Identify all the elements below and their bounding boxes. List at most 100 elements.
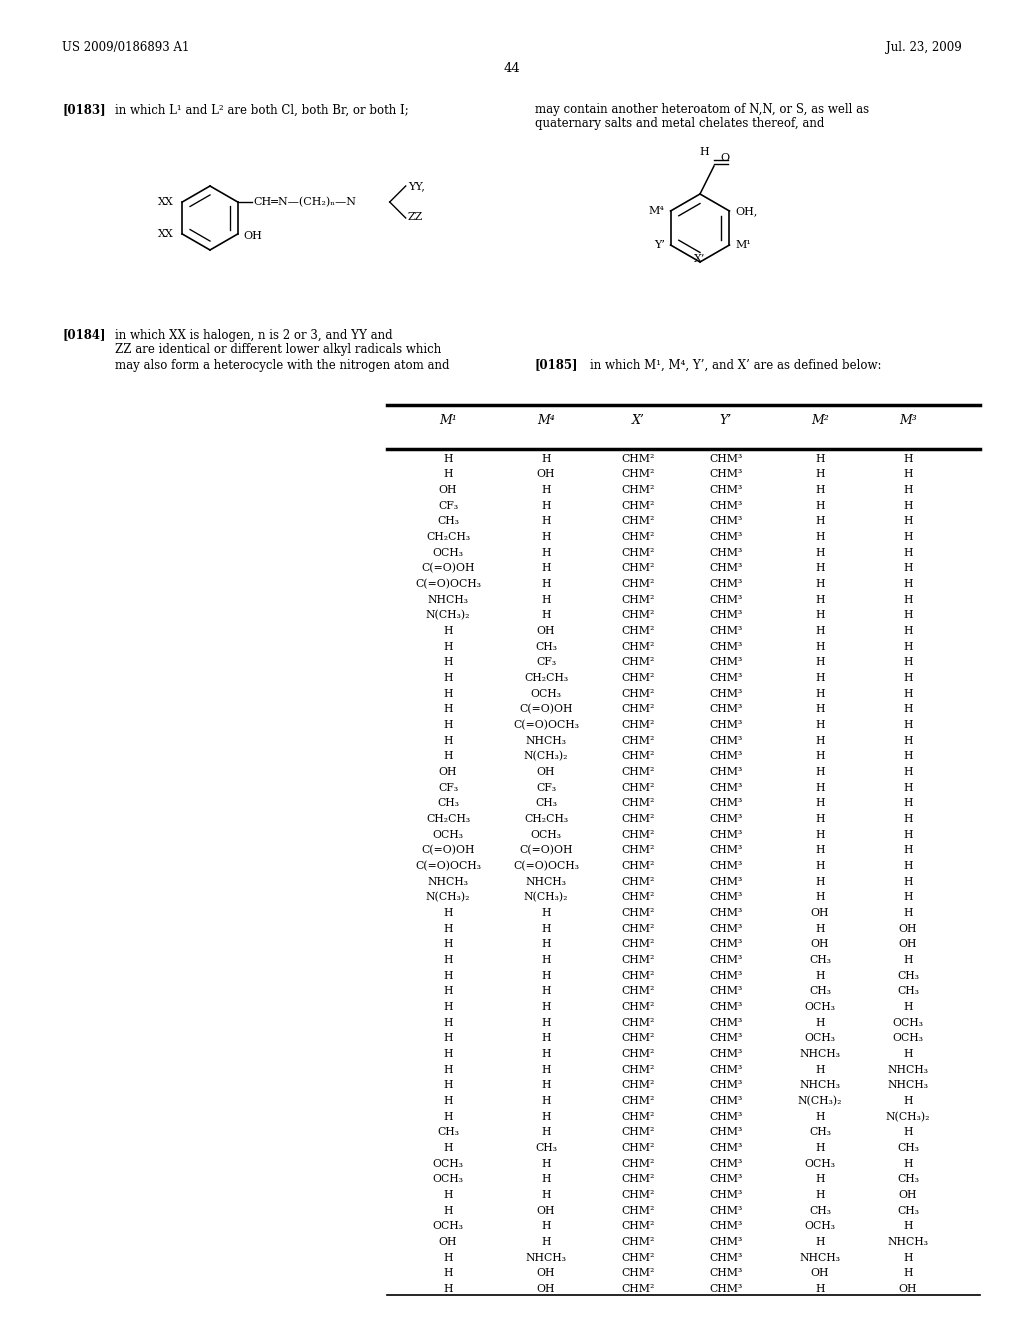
Text: [0183]: [0183] bbox=[62, 103, 105, 116]
Text: H: H bbox=[815, 705, 824, 714]
Text: H: H bbox=[903, 767, 912, 777]
Text: CHM²: CHM² bbox=[622, 1191, 654, 1200]
Text: CHM³: CHM³ bbox=[710, 719, 742, 730]
Text: CHM²: CHM² bbox=[622, 845, 654, 855]
Text: H: H bbox=[903, 626, 912, 636]
Text: H: H bbox=[443, 1111, 453, 1122]
Text: Y’: Y’ bbox=[720, 413, 732, 426]
Text: C(=O)OCH₃: C(=O)OCH₃ bbox=[415, 579, 481, 589]
Text: CHM²: CHM² bbox=[622, 548, 654, 558]
Text: H: H bbox=[903, 548, 912, 558]
Text: H: H bbox=[443, 454, 453, 463]
Text: H: H bbox=[903, 705, 912, 714]
Text: OH: OH bbox=[899, 1191, 918, 1200]
Text: CHM³: CHM³ bbox=[710, 814, 742, 824]
Text: OCH₃: OCH₃ bbox=[432, 548, 464, 558]
Text: H: H bbox=[443, 1065, 453, 1074]
Text: CHM²: CHM² bbox=[622, 454, 654, 463]
Text: CHM²: CHM² bbox=[622, 861, 654, 871]
Text: CHM³: CHM³ bbox=[710, 783, 742, 793]
Text: OCH₃: OCH₃ bbox=[893, 1018, 924, 1028]
Text: CHM²: CHM² bbox=[622, 1049, 654, 1059]
Text: CHM²: CHM² bbox=[622, 500, 654, 511]
Text: H: H bbox=[903, 799, 912, 808]
Text: CHM³: CHM³ bbox=[710, 956, 742, 965]
Text: CHM²: CHM² bbox=[622, 1002, 654, 1012]
Text: H: H bbox=[443, 1080, 453, 1090]
Text: CHM³: CHM³ bbox=[710, 1159, 742, 1168]
Text: NHCH₃: NHCH₃ bbox=[800, 1049, 841, 1059]
Text: 44: 44 bbox=[504, 62, 520, 74]
Text: H: H bbox=[443, 1143, 453, 1154]
Text: may contain another heteroatom of N,N, or S, as well as: may contain another heteroatom of N,N, o… bbox=[535, 103, 869, 116]
Text: CHM²: CHM² bbox=[622, 657, 654, 668]
Text: H: H bbox=[903, 454, 912, 463]
Text: H: H bbox=[903, 610, 912, 620]
Text: quaternary salts and metal chelates thereof, and: quaternary salts and metal chelates ther… bbox=[535, 117, 824, 131]
Text: H: H bbox=[542, 940, 551, 949]
Text: H: H bbox=[815, 626, 824, 636]
Text: C(=O)OH: C(=O)OH bbox=[519, 845, 572, 855]
Text: N(CH₃)₂: N(CH₃)₂ bbox=[798, 1096, 843, 1106]
Text: CHM²: CHM² bbox=[622, 626, 654, 636]
Text: H: H bbox=[815, 1111, 824, 1122]
Text: CHM²: CHM² bbox=[622, 1143, 654, 1154]
Text: CHM³: CHM³ bbox=[710, 892, 742, 903]
Text: H: H bbox=[542, 970, 551, 981]
Text: CHM³: CHM³ bbox=[710, 1175, 742, 1184]
Text: CHM³: CHM³ bbox=[710, 1080, 742, 1090]
Text: CHM²: CHM² bbox=[622, 940, 654, 949]
Text: H: H bbox=[815, 751, 824, 762]
Text: H: H bbox=[542, 1221, 551, 1232]
Text: CHM³: CHM³ bbox=[710, 454, 742, 463]
Text: H: H bbox=[542, 579, 551, 589]
Text: H: H bbox=[443, 908, 453, 917]
Text: H: H bbox=[542, 1002, 551, 1012]
Text: H: H bbox=[443, 1018, 453, 1028]
Text: H: H bbox=[815, 970, 824, 981]
Text: H: H bbox=[443, 1191, 453, 1200]
Text: CHM²: CHM² bbox=[622, 924, 654, 933]
Text: H: H bbox=[903, 500, 912, 511]
Text: CHM³: CHM³ bbox=[710, 845, 742, 855]
Text: CHM²: CHM² bbox=[622, 1221, 654, 1232]
Text: H: H bbox=[542, 595, 551, 605]
Text: H: H bbox=[903, 876, 912, 887]
Text: CHM³: CHM³ bbox=[710, 1221, 742, 1232]
Text: M⁴: M⁴ bbox=[538, 413, 555, 426]
Text: H: H bbox=[903, 783, 912, 793]
Text: H: H bbox=[815, 799, 824, 808]
Text: CHM³: CHM³ bbox=[710, 532, 742, 543]
Text: CHM²: CHM² bbox=[622, 470, 654, 479]
Text: H: H bbox=[815, 861, 824, 871]
Text: H: H bbox=[903, 564, 912, 573]
Text: H: H bbox=[815, 783, 824, 793]
Text: H: H bbox=[903, 642, 912, 652]
Text: H: H bbox=[542, 924, 551, 933]
Text: CH₃: CH₃ bbox=[437, 799, 459, 808]
Text: C(=O)OCH₃: C(=O)OCH₃ bbox=[513, 719, 579, 730]
Text: H: H bbox=[542, 1065, 551, 1074]
Text: OH: OH bbox=[899, 1284, 918, 1294]
Text: H: H bbox=[903, 484, 912, 495]
Text: OH: OH bbox=[438, 767, 458, 777]
Text: H: H bbox=[443, 657, 453, 668]
Text: CHM³: CHM³ bbox=[710, 1143, 742, 1154]
Text: H: H bbox=[542, 1127, 551, 1138]
Text: CHM²: CHM² bbox=[622, 1034, 654, 1043]
Text: NHCH₃: NHCH₃ bbox=[888, 1065, 929, 1074]
Text: CHM³: CHM³ bbox=[710, 1065, 742, 1074]
Text: NHCH₃: NHCH₃ bbox=[525, 876, 566, 887]
Text: OCH₃: OCH₃ bbox=[432, 1221, 464, 1232]
Text: CHM²: CHM² bbox=[622, 892, 654, 903]
Text: CHM³: CHM³ bbox=[710, 1284, 742, 1294]
Text: OCH₃: OCH₃ bbox=[530, 830, 561, 840]
Text: H: H bbox=[903, 516, 912, 527]
Text: H: H bbox=[542, 1080, 551, 1090]
Text: CHM³: CHM³ bbox=[710, 924, 742, 933]
Text: H: H bbox=[815, 1284, 824, 1294]
Text: OH: OH bbox=[537, 767, 555, 777]
Text: CHM²: CHM² bbox=[622, 642, 654, 652]
Text: OH: OH bbox=[899, 940, 918, 949]
Text: CHM²: CHM² bbox=[622, 1237, 654, 1247]
